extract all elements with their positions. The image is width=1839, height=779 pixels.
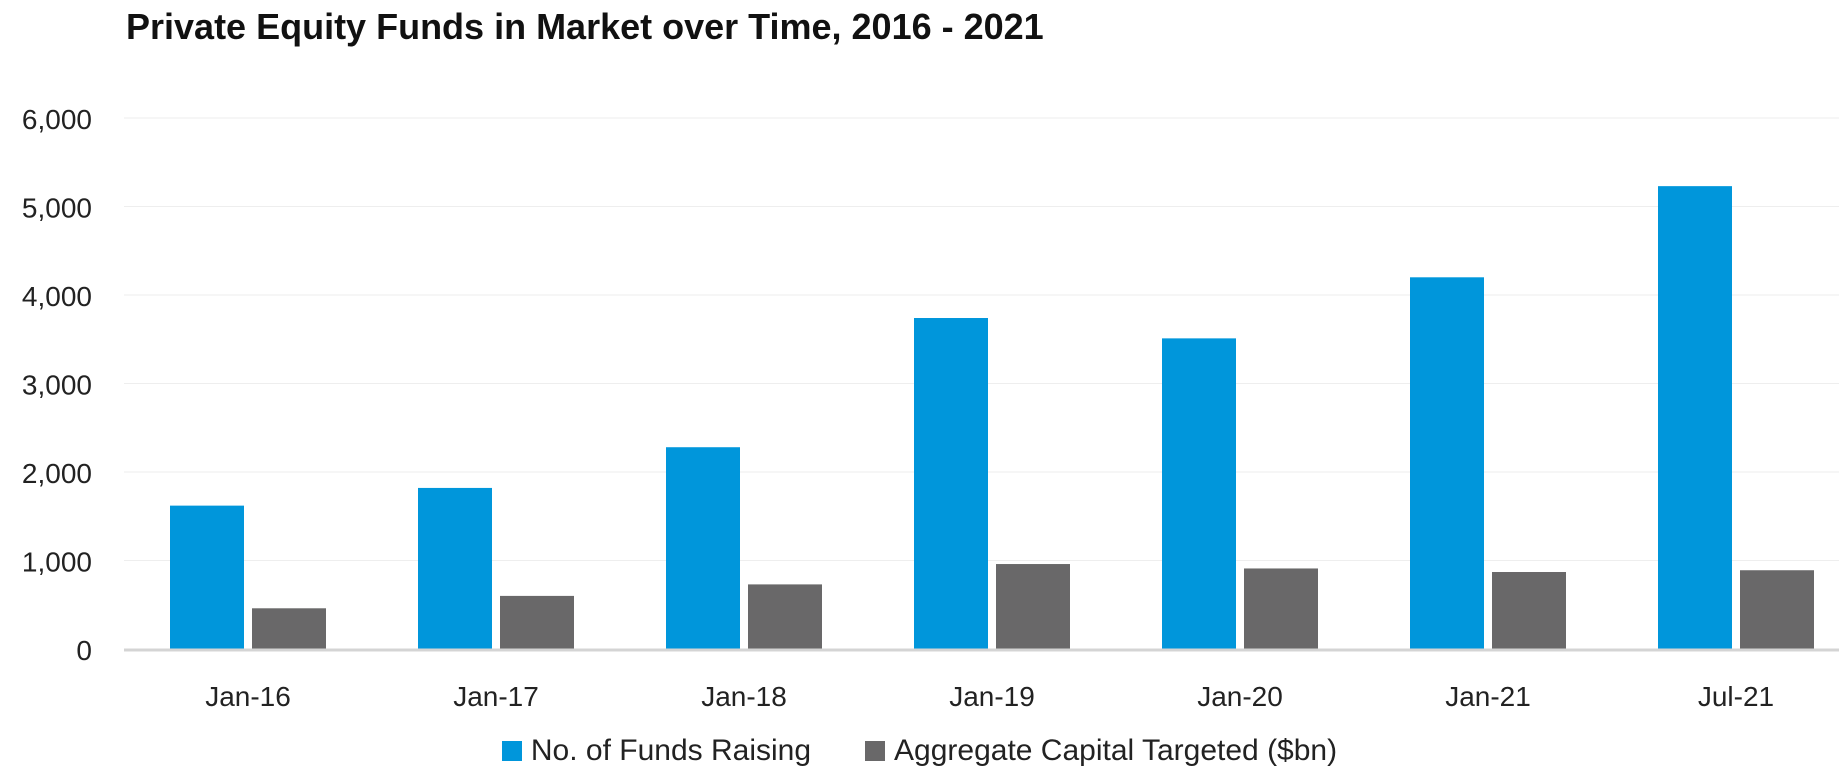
y-tick-label: 3,000: [22, 370, 92, 401]
x-tick-label: Jan-21: [1445, 681, 1531, 712]
bar-funds-raising: [1658, 186, 1732, 649]
bars: [170, 186, 1814, 649]
bar-funds-raising: [1162, 338, 1236, 649]
legend-swatch-capital-targeted: [865, 741, 886, 761]
legend-item-capital-targeted: Aggregate Capital Targeted ($bn): [865, 734, 1337, 768]
legend: No. of Funds Raising Aggregate Capital T…: [0, 734, 1839, 768]
y-tick-label: 1,000: [22, 547, 92, 578]
y-tick-label: 2,000: [22, 458, 92, 489]
bar-funds-raising: [666, 447, 740, 649]
legend-label-capital-targeted: Aggregate Capital Targeted ($bn): [894, 734, 1338, 767]
legend-label-funds-raising: No. of Funds Raising: [530, 734, 812, 767]
y-axis-ticks: 0 1,000 2,000 3,000 4,000 5,000 6,000: [22, 104, 92, 666]
legend-item-funds-raising: No. of Funds Raising: [501, 734, 812, 768]
bar-funds-raising: [914, 318, 988, 649]
y-tick-label: 0: [76, 635, 92, 666]
bar-capital-targeted: [500, 595, 574, 649]
x-axis-ticks: Jan-16 Jan-17 Jan-18 Jan-19 Jan-20 Jan-21 Jul-…: [205, 681, 1774, 712]
bar-capital-targeted: [1244, 568, 1318, 649]
bar-funds-raising: [170, 505, 244, 649]
x-tick-label: Jul-21: [1698, 681, 1774, 712]
bar-funds-raising: [1410, 277, 1484, 649]
y-tick-label: 4,000: [22, 281, 92, 312]
x-tick-label: Jan-17: [453, 681, 539, 712]
bar-capital-targeted: [252, 608, 326, 649]
bar-capital-targeted: [1740, 570, 1814, 649]
x-tick-label: Jan-20: [1197, 681, 1283, 712]
x-tick-label: Jan-19: [949, 681, 1035, 712]
bar-capital-targeted: [996, 564, 1070, 649]
chart-title: Private Equity Funds in Market over Time…: [126, 6, 1044, 47]
x-tick-label: Jan-18: [701, 681, 787, 712]
y-tick-label: 5,000: [22, 193, 92, 224]
bar-capital-targeted: [1492, 572, 1566, 649]
y-tick-label: 6,000: [22, 104, 92, 135]
legend-swatch-funds-raising: [501, 741, 522, 761]
x-tick-label: Jan-16: [205, 681, 291, 712]
bar-funds-raising: [418, 487, 492, 649]
bar-capital-targeted: [748, 584, 822, 649]
